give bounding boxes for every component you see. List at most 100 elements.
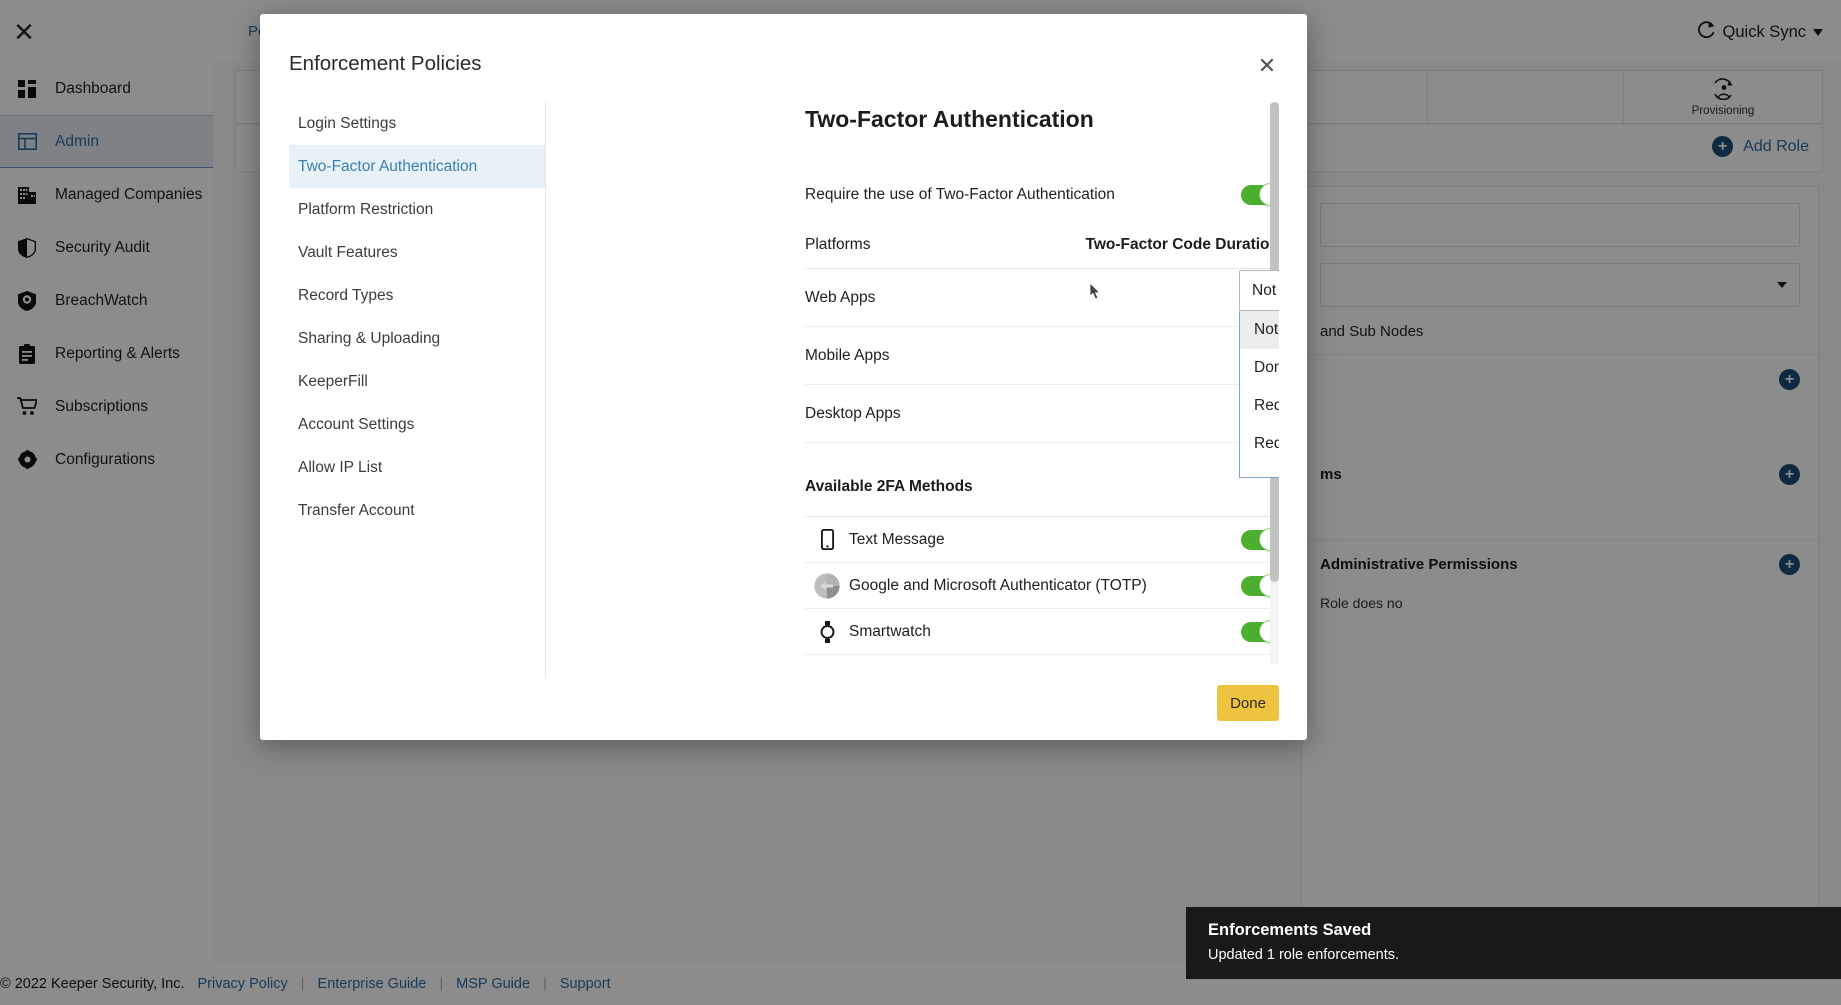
role-section-1: ms + (1302, 404, 1818, 499)
sidebar-item-label: Security Audit (55, 238, 150, 256)
modal-nav-label: Vault Features (298, 243, 398, 261)
add-role-button[interactable]: + Add Role (1712, 136, 1809, 157)
caret-down-icon (1813, 28, 1823, 36)
platforms-header: Platforms (805, 235, 871, 253)
sidebar-item-label: Reporting & Alerts (55, 344, 180, 362)
plus-circle-icon[interactable]: + (1779, 464, 1800, 485)
role-name-field[interactable] (1320, 203, 1800, 247)
advanced-section-label: Advanced (805, 677, 1279, 678)
dropdown-option-every-login[interactable]: Require 2FA every login (1240, 425, 1279, 463)
sidebar-item-configurations[interactable]: Configurations (0, 433, 213, 486)
two-factor-panel: Two-Factor Authentication Require the us… (805, 102, 1279, 678)
modal-nav-item-vault-features[interactable]: Vault Features (289, 231, 545, 274)
tab-provisioning[interactable]: Provisioning (1624, 71, 1822, 123)
divider: | (300, 976, 305, 992)
sidebar-item-security-audit[interactable]: Security Audit (0, 221, 213, 274)
panel-icon (10, 133, 44, 150)
dropdown-option-label: Not Enforced (1254, 321, 1279, 338)
role-section-2: Administrative Permissions + (1302, 539, 1818, 589)
dropdown-option-label: Don't ask again on this device (1254, 359, 1279, 376)
modal-nav-item-sharing-uploading[interactable]: Sharing & Uploading (289, 317, 545, 360)
platform-row-desktop-apps: Desktop Apps (805, 385, 1279, 443)
close-icon[interactable]: ✕ (1257, 53, 1277, 78)
toast-notification: Enforcements Saved Updated 1 role enforc… (1186, 907, 1841, 979)
two-factor-duration-select[interactable]: Not Enforced (1239, 270, 1279, 311)
tab-1[interactable] (348, 71, 1428, 123)
sidebar-item-label: Managed Companies (55, 185, 203, 203)
dropdown-option-dont-ask-again[interactable]: Don't ask again on this device (1240, 349, 1279, 387)
platform-row-mobile-apps: Mobile Apps (805, 327, 1279, 385)
modal-nav-label: Transfer Account (298, 501, 415, 519)
refresh-icon (1697, 20, 1716, 44)
footer-link-msp-guide[interactable]: MSP Guide (456, 976, 531, 992)
modal-nav-label: Login Settings (298, 114, 397, 132)
node-text: and Sub Nodes (1320, 323, 1424, 340)
method-label: Smartwatch (849, 622, 931, 640)
sidebar: ✕ Dashboard Admin (0, 0, 213, 963)
dropdown-option-not-enforced[interactable]: Not Enforced (1240, 311, 1279, 349)
phone-icon (805, 529, 849, 550)
footer-link-enterprise-guide[interactable]: Enterprise Guide (317, 976, 427, 992)
quick-sync-button[interactable]: Quick Sync (1697, 20, 1823, 44)
sidebar-item-reporting-alerts[interactable]: Reporting & Alerts (0, 327, 213, 380)
modal-nav-item-two-factor-authentication[interactable]: Two-Factor Authentication (289, 145, 545, 188)
platform-label: Desktop Apps (805, 404, 901, 422)
grid-icon (10, 79, 44, 98)
building-icon (10, 186, 44, 204)
enforcement-policies-modal: Enforcement Policies ✕ Login Settings Tw… (260, 14, 1307, 740)
done-button[interactable]: Done (1217, 685, 1279, 721)
modal-nav-item-transfer-account[interactable]: Transfer Account (289, 489, 545, 532)
sidebar-item-breachwatch[interactable]: BreachWatch (0, 274, 213, 327)
methods-header-label: Available 2FA Methods (805, 477, 973, 495)
sidebar-item-admin[interactable]: Admin (0, 115, 213, 168)
dropdown-option-every-30-days[interactable]: Require 2FA every 30 days (1240, 387, 1279, 425)
role-detail-panel: and Sub Nodes + ms + Administrative Perm… (1301, 186, 1819, 939)
sidebar-item-managed-companies[interactable]: Managed Companies (0, 168, 213, 221)
modal-nav-label: KeeperFill (298, 372, 368, 390)
watch-icon (805, 620, 849, 643)
tab-2[interactable] (1428, 71, 1624, 123)
toast-title: Enforcements Saved (1208, 921, 1372, 939)
plus-circle-icon: + (1712, 136, 1734, 157)
modal-footer: Done (1217, 680, 1279, 726)
divider: | (543, 976, 547, 992)
method-row-authenticator: Google and Microsoft Authenticator (TOTP… (805, 563, 1279, 609)
dropdown-option-label: Require 2FA every login (1254, 435, 1279, 452)
sidebar-item-label: Dashboard (55, 79, 131, 97)
modal-nav-label: Record Types (298, 286, 394, 304)
sidebar-item-dashboard[interactable]: Dashboard (0, 62, 213, 115)
modal-nav-label: Allow IP List (298, 458, 383, 476)
plus-circle-icon[interactable]: + (1779, 554, 1800, 575)
sidebar-item-subscriptions[interactable]: Subscriptions (0, 380, 213, 433)
duration-header: Two-Factor Code Duration (1085, 235, 1279, 253)
sidebar-item-label: Subscriptions (55, 397, 149, 415)
provisioning-icon (1709, 77, 1737, 103)
modal-nav-item-record-types[interactable]: Record Types (289, 274, 545, 317)
node-select[interactable] (1320, 263, 1800, 307)
caret-down-icon (1777, 282, 1787, 288)
footer-link-privacy-policy[interactable]: Privacy Policy (197, 976, 288, 992)
role-section-note: Role does no (1320, 595, 1403, 611)
gear-icon (10, 450, 44, 469)
plus-circle-icon[interactable]: + (1779, 369, 1800, 390)
modal-nav-label: Account Settings (298, 415, 415, 433)
platform-row-web-apps: Web Apps (805, 269, 1279, 327)
clipboard-icon (10, 343, 44, 364)
modal-nav-item-login-settings[interactable]: Login Settings (289, 102, 545, 145)
authenticator-icon (805, 572, 849, 599)
shield-eye-icon (10, 290, 44, 311)
require-2fa-label: Require the use of Two-Factor Authentica… (805, 186, 1115, 203)
tab-label: Provisioning (1691, 104, 1755, 117)
modal-nav-item-allow-ip-list[interactable]: Allow IP List (289, 446, 545, 489)
sidebar-item-label: BreachWatch (55, 291, 148, 309)
method-label: Text Message (849, 530, 945, 548)
modal-nav-item-keeperfill[interactable]: KeeperFill (289, 360, 545, 403)
require-2fa-row: Require the use of Two-Factor Authentica… (805, 169, 1279, 221)
footer-link-support[interactable]: Support (559, 976, 611, 992)
modal-nav-item-account-settings[interactable]: Account Settings (289, 403, 545, 446)
modal-nav-label: Platform Restriction (298, 200, 434, 218)
close-icon[interactable]: ✕ (13, 17, 35, 47)
methods-header: Available 2FA Methods (805, 457, 1279, 517)
modal-nav-item-platform-restriction[interactable]: Platform Restriction (289, 188, 545, 231)
